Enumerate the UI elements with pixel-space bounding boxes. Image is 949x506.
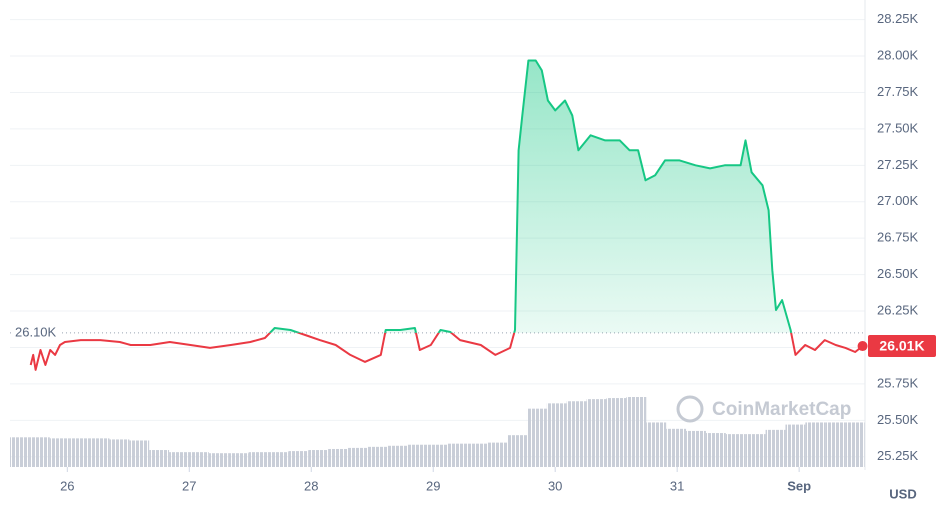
volume-bar <box>845 422 865 467</box>
y-tick-label: 28.00K <box>877 47 919 62</box>
volume-bar <box>447 443 468 467</box>
volume-bar <box>407 444 428 467</box>
x-tick-label: 30 <box>548 478 562 493</box>
volume-bar <box>546 403 567 467</box>
volume-bar <box>626 397 647 467</box>
volume-bar <box>666 428 687 467</box>
volume-bar <box>785 424 806 467</box>
y-tick-label: 27.75K <box>877 84 919 99</box>
y-tick-label: 28.25K <box>877 11 919 26</box>
volume-bar <box>288 451 309 467</box>
volume-bar <box>109 439 130 467</box>
y-tick-label: 27.25K <box>877 157 919 172</box>
volume-bar <box>526 408 547 467</box>
volume-bar <box>606 398 627 467</box>
volume-bar <box>328 448 349 467</box>
last-price-label: 26.01K <box>879 338 924 354</box>
y-tick-label: 25.25K <box>877 448 919 463</box>
volume-bar <box>725 434 746 467</box>
volume-bar <box>129 440 150 467</box>
last-price-box <box>868 335 936 358</box>
volume-bar <box>228 453 249 467</box>
volume-bar <box>169 452 189 467</box>
volume-bar <box>10 437 30 467</box>
price-area <box>269 60 792 333</box>
volume-bar <box>805 422 826 467</box>
volume-bar <box>268 452 289 467</box>
x-tick-label: 29 <box>426 478 440 493</box>
x-tick-label: 27 <box>182 478 196 493</box>
volume-bar <box>248 452 269 467</box>
volume-bar <box>705 433 726 467</box>
baseline-label-bg <box>12 323 62 342</box>
volume-bar <box>586 399 607 467</box>
volume-bar <box>427 444 448 467</box>
x-tick-label: 28 <box>304 478 318 493</box>
volume-bar <box>208 453 229 467</box>
currency-label: USD <box>889 486 916 501</box>
y-tick-label: 26.25K <box>877 302 919 317</box>
volume-bar <box>308 450 329 467</box>
volume-bar <box>566 401 587 467</box>
volume-bar <box>686 430 706 467</box>
volume-bar <box>367 446 388 467</box>
y-tick-label: 25.50K <box>877 412 919 427</box>
x-tick-label: 26 <box>60 478 74 493</box>
watermark: CoinMarketCap <box>712 399 851 420</box>
volume-bar <box>487 442 508 467</box>
y-tick-label: 27.00K <box>877 193 919 208</box>
volume-bar <box>149 450 170 467</box>
volume-bar <box>745 434 766 467</box>
x-tick-label: Sep <box>787 478 811 493</box>
volume-bar <box>69 438 90 467</box>
price-line-up <box>268 59 793 333</box>
price-line-down <box>29 332 864 371</box>
baseline-label: 26.10K <box>15 324 57 339</box>
y-tick-label: 25.75K <box>877 375 919 390</box>
volume-bar <box>348 447 368 467</box>
y-tick-label: 26.75K <box>877 230 919 245</box>
volume-bar <box>387 445 408 467</box>
volume-bar <box>89 438 110 467</box>
y-tick-label: 27.50K <box>877 120 919 135</box>
volume-bar <box>507 435 527 467</box>
volume-bar <box>29 437 50 467</box>
volume-bar <box>765 429 786 467</box>
volume-bar <box>825 422 846 467</box>
volume-bar <box>467 443 488 467</box>
watermark-logo <box>676 395 704 423</box>
x-tick-label: 31 <box>670 478 684 493</box>
volume-bar <box>49 438 70 467</box>
last-point <box>857 341 868 352</box>
volume-bar <box>646 422 667 467</box>
y-tick-label: 26.50K <box>877 266 919 281</box>
volume-bar <box>188 452 209 467</box>
